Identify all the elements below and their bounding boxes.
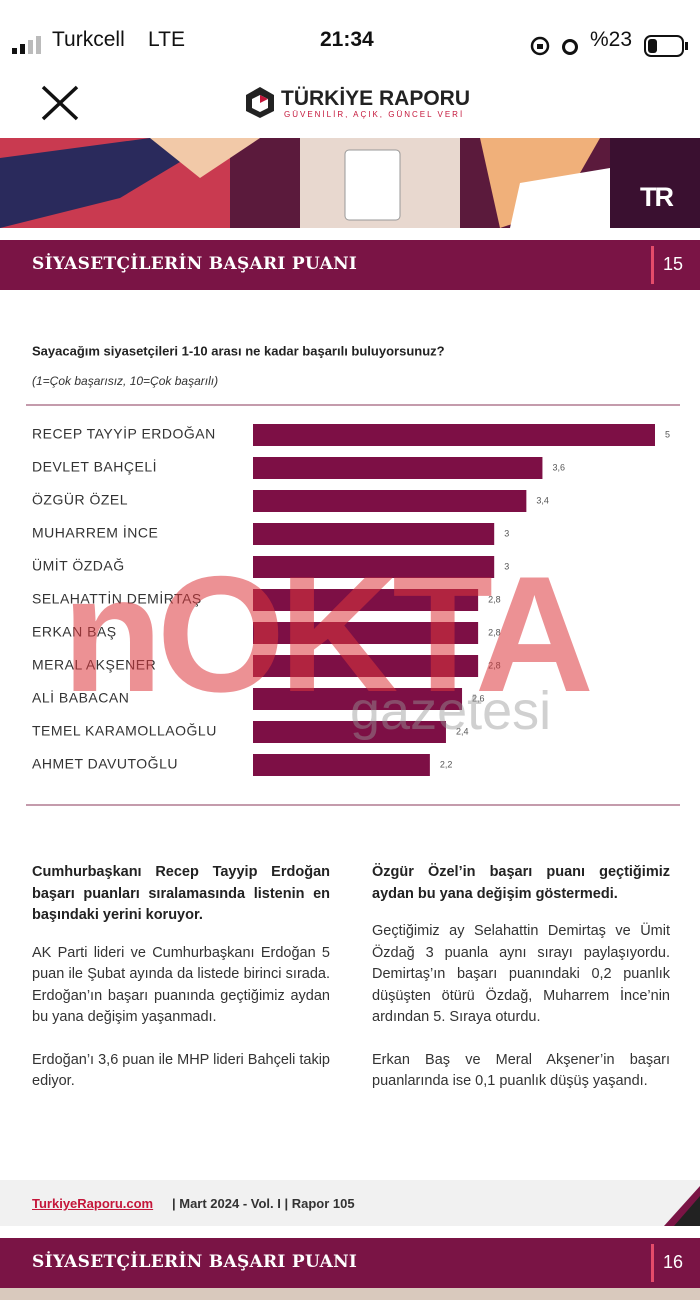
value-label: 2,8 <box>488 660 501 670</box>
chart: Sayacağım siyasetçileri 1-10 arası ne ka… <box>26 343 680 806</box>
chart-subtitle: (1=Çok başarısız, 10=Çok başarılı) <box>32 374 218 388</box>
bar <box>253 688 463 710</box>
section-bar: SİYASETÇİLERİN BAŞARI PUANI 15 <box>0 240 700 290</box>
category-label: RECEP TAYYİP ERDOĞAN <box>32 425 216 442</box>
footer-corner <box>664 1186 700 1226</box>
page-number: 16 <box>663 1252 684 1272</box>
category-label: MUHARREM İNCE <box>32 524 158 541</box>
section-bar: SİYASETÇİLERİN BAŞARI PUANI 16 <box>0 1238 700 1288</box>
status-icons <box>530 36 578 56</box>
right-column: Özgür Özel’in başarı puanı geçtiğimiz ay… <box>372 862 670 1114</box>
footer-link[interactable]: TurkiyeRaporu.com <box>32 1196 154 1211</box>
close-button[interactable] <box>40 84 80 122</box>
signal-icon <box>12 36 41 54</box>
value-label: 2,4 <box>456 726 469 736</box>
category-label: TEMEL KARAMOLLAOĞLU <box>32 723 217 739</box>
category-label: ÜMİT ÖZDAĞ <box>32 557 125 574</box>
bar <box>253 754 430 776</box>
category-label: SELAHATTİN DEMİRTAŞ <box>32 590 202 607</box>
paragraph: Erkan Baş ve Meral Akşener’in başarı pua… <box>372 1051 670 1090</box>
category-label: ÖZGÜR ÖZEL <box>32 491 128 508</box>
category-label: DEVLET BAHÇELİ <box>32 458 157 475</box>
section-title: SİYASETÇİLERİN BAŞARI PUANI <box>32 254 358 274</box>
divider <box>651 246 654 284</box>
chart-title: Sayacağım siyasetçileri 1-10 arası ne ka… <box>32 343 445 358</box>
clock: 21:34 <box>320 28 374 51</box>
bar <box>253 622 479 644</box>
footer-info: | Mart 2024 - Vol. I | Rapor 105 <box>172 1196 355 1211</box>
value-label: 3,6 <box>552 462 565 472</box>
divider <box>651 1244 654 1282</box>
value-label: 2,6 <box>472 693 485 703</box>
paragraph: AK Parti lideri ve Cumhurbaşkanı Erdoğan… <box>32 944 330 1026</box>
bar <box>253 589 479 611</box>
category-label: AHMET DAVUTOĞLU <box>32 756 178 772</box>
column-heading: Cumhurbaşkanı Recep Tayyip Erdoğan başar… <box>32 864 330 923</box>
value-label: 2,8 <box>488 594 501 604</box>
battery-text: %23 <box>590 28 633 51</box>
brand-name: TÜRKİYE RAPORU <box>281 87 471 110</box>
section-title: SİYASETÇİLERİN BAŞARI PUANI <box>32 1252 358 1272</box>
brand-tagline: GÜVENİLİR, AÇIK, GÜNCEL VERİ <box>284 110 465 119</box>
battery-icon <box>644 35 688 57</box>
category-label: ERKAN BAŞ <box>32 624 117 640</box>
left-column: Cumhurbaşkanı Recep Tayyip Erdoğan başar… <box>32 862 330 1114</box>
banner-logo: TR <box>640 182 674 212</box>
column-heading: Özgür Özel’in başarı puanı geçtiğimiz ay… <box>372 864 670 902</box>
value-label: 2,8 <box>488 627 501 637</box>
footer <box>0 1180 700 1226</box>
paragraph: Erdoğan’ı 3,6 puan ile MHP lideri Bahçel… <box>32 1051 330 1090</box>
category-label: MERAL AKŞENER <box>32 657 156 673</box>
category-label: ALİ BABACAN <box>32 689 129 706</box>
page-number: 15 <box>663 254 684 274</box>
value-label: 3 <box>504 561 509 571</box>
bar <box>253 721 446 743</box>
paragraph: Geçtiğimiz ay Selahattin Demirtaş ve Ümi… <box>372 923 670 1025</box>
bar <box>253 457 543 479</box>
value-label: 5 <box>665 429 670 439</box>
bar <box>253 490 527 512</box>
bar <box>253 424 655 446</box>
bar <box>253 523 495 545</box>
bar <box>253 556 495 578</box>
value-label: 2,2 <box>440 759 453 769</box>
banner-image <box>0 138 700 228</box>
network: LTE <box>148 28 185 51</box>
carrier: Turkcell <box>52 28 125 51</box>
brand-logo <box>246 87 274 118</box>
value-label: 3 <box>504 528 509 538</box>
bar <box>253 655 479 677</box>
value-label: 3,4 <box>536 495 549 505</box>
next-image <box>0 1288 700 1300</box>
